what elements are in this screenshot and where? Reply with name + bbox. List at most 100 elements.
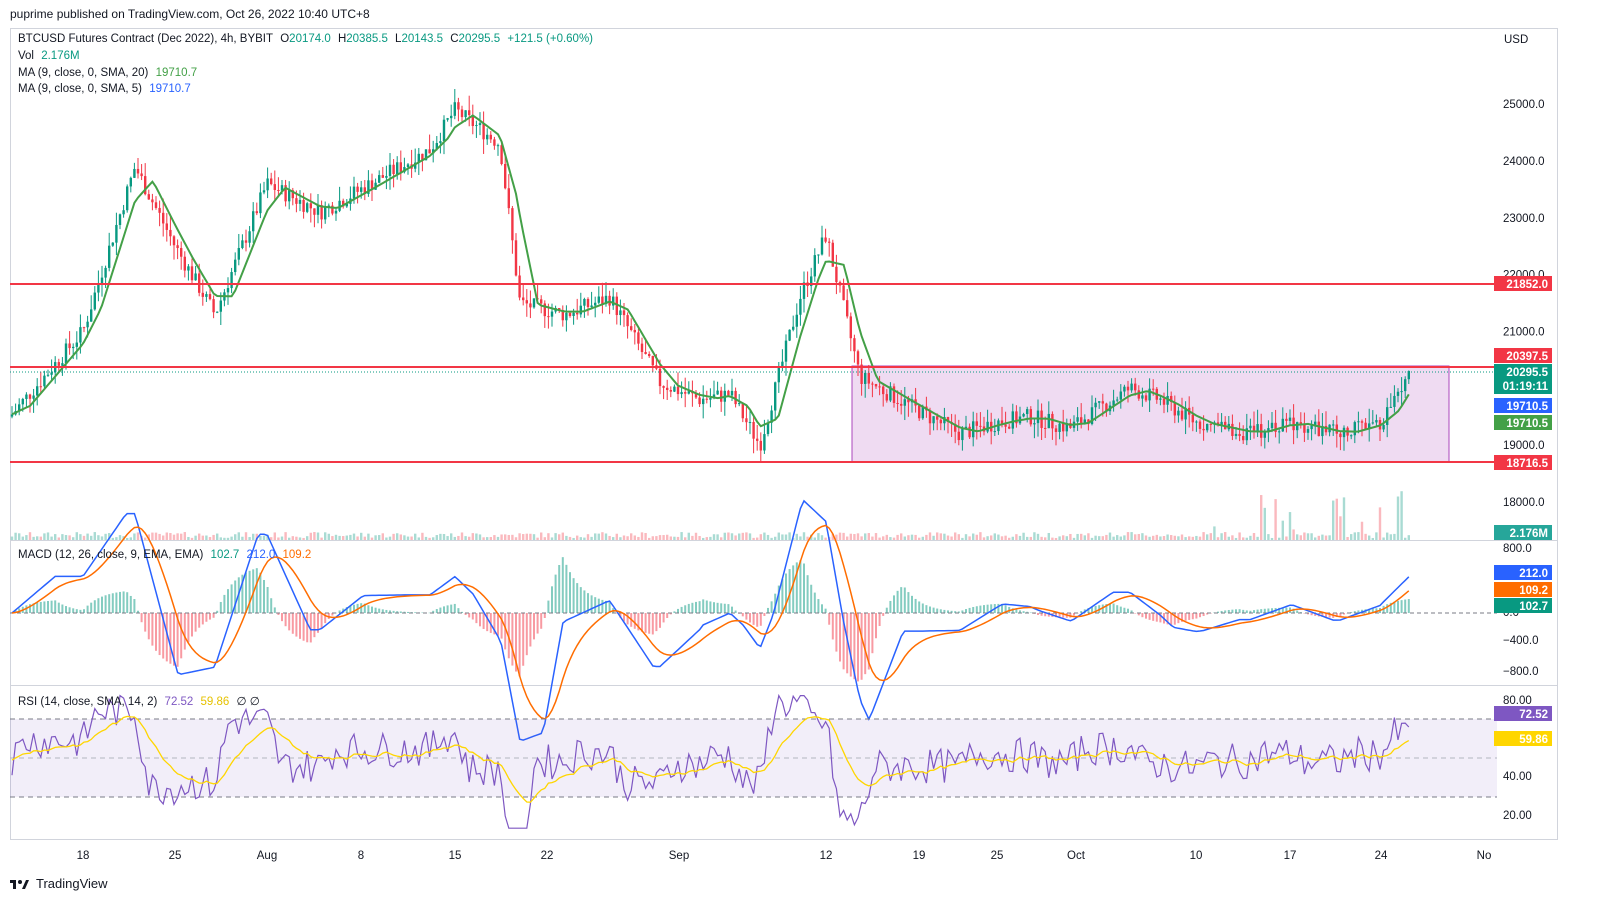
tag-upper-resistance: 21852.0 [1494, 276, 1552, 291]
candle-body [241, 240, 244, 248]
volume-bar [1058, 536, 1061, 540]
candle-body [280, 185, 284, 191]
volume-bar [871, 536, 874, 540]
macd-hist-bar [50, 600, 53, 613]
candle-body [979, 425, 982, 427]
volume-bar [1051, 537, 1054, 540]
time-axis-label: 17 [1284, 850, 1297, 862]
candle-body [640, 343, 644, 353]
candle-body [406, 164, 410, 168]
volume-bar [435, 535, 438, 540]
candle-body [154, 202, 158, 208]
candle-body [432, 149, 435, 154]
macd-hist-bar [446, 605, 449, 613]
candle-body [435, 143, 438, 150]
candle-body [1310, 425, 1313, 430]
volume-bar [885, 534, 888, 540]
macd-hist-bar [687, 603, 690, 613]
candle-body [550, 311, 554, 317]
footer-brand[interactable]: TradingView [10, 876, 108, 891]
macd-hist-bar [839, 613, 841, 662]
volume-bar [28, 532, 32, 540]
macd-hist-bar [1335, 613, 1338, 618]
volume-bar [1288, 512, 1292, 540]
macd-hist-bar [860, 613, 863, 680]
volume-bar [1256, 536, 1259, 540]
macd-hist-bar [1400, 600, 1403, 613]
candle-body [342, 200, 345, 207]
candle-body [388, 164, 392, 176]
macd-hist-bar [209, 613, 211, 620]
volume-bar [1274, 499, 1277, 540]
macd-hist-bar [990, 604, 993, 613]
macd-hist-bar [1040, 613, 1043, 616]
volume-bar [273, 532, 276, 540]
candle-body [363, 187, 366, 194]
time-axis: 18 25 Aug 8 15 22 Sep 12 19 25 Oct 10 17 24 No [77, 850, 1492, 862]
macd-hist-bar [1397, 600, 1399, 613]
macd-hist-bar [367, 605, 370, 613]
volume-bar [997, 534, 1000, 540]
time-axis-label: 10 [1190, 850, 1203, 862]
volume-bar [849, 533, 852, 540]
volume-bar [964, 534, 968, 540]
macd-hist-bar [893, 595, 895, 613]
volume-bar [21, 536, 24, 540]
volume-bar [57, 537, 60, 540]
tag-ma-slow-text: 19710.5 [1506, 418, 1548, 430]
candle-body [547, 316, 550, 318]
macd-hist-bar [1389, 602, 1392, 613]
volume-bar [1303, 532, 1306, 540]
macd-hist-bar [302, 613, 305, 641]
macd-hist-bar [1231, 609, 1234, 613]
volume-bar [928, 532, 932, 540]
time-axis-label: 15 [449, 850, 462, 862]
tag-support-text: 18716.5 [1506, 458, 1548, 470]
volume-bar [1224, 532, 1227, 540]
macd-hist-bar [176, 613, 179, 667]
volume-bar [302, 537, 305, 540]
candle-body [489, 134, 492, 140]
macd-hist-bar [579, 587, 582, 613]
candle-body [1267, 428, 1270, 431]
macd-hist-bar [104, 595, 107, 613]
candle-body [284, 185, 287, 202]
volume-bar [1044, 537, 1047, 540]
candle-body [612, 296, 615, 306]
volume-bar [144, 537, 147, 540]
volume-bar [802, 532, 806, 540]
candle-body [86, 321, 89, 328]
volume-bar [1306, 533, 1310, 540]
candle-body [126, 186, 129, 211]
macd-label: MACD (12, 26, close, 9, EMA, EMA) [18, 549, 204, 561]
candle-body [1292, 417, 1295, 431]
macd-hist-bar [644, 613, 647, 633]
candle-body [597, 296, 600, 303]
volume-bar [770, 537, 773, 540]
macd-hist-bar [961, 610, 964, 613]
macd-hist-bar [939, 609, 942, 613]
macd-hist-bar [648, 613, 651, 634]
rsi-axis-label: 40.00 [1503, 771, 1532, 783]
macd-hist-bar [947, 610, 949, 613]
candle-body [453, 102, 456, 116]
volume-bar [176, 533, 179, 540]
volume-bar [100, 536, 104, 540]
macd-hist-bar [1181, 613, 1183, 622]
macd-hist-bar [684, 605, 687, 613]
publisher-header: puprime published on TradingView.com, Oc… [10, 7, 370, 21]
time-axis-label: Sep [669, 850, 689, 862]
time-axis-label: Oct [1067, 850, 1086, 862]
tag-rsi-text: 72.52 [1519, 709, 1548, 721]
volume-bar [1231, 535, 1234, 540]
candle-body [968, 426, 971, 438]
macd-hist-bar [911, 595, 913, 613]
candle-body [1231, 423, 1234, 436]
volume-bar [730, 533, 734, 540]
volume-bar [1083, 535, 1086, 540]
candle-body [50, 372, 53, 375]
volume-bar [748, 533, 752, 540]
macd-hist-bar [806, 575, 809, 613]
macd-hist-bar [349, 605, 352, 613]
